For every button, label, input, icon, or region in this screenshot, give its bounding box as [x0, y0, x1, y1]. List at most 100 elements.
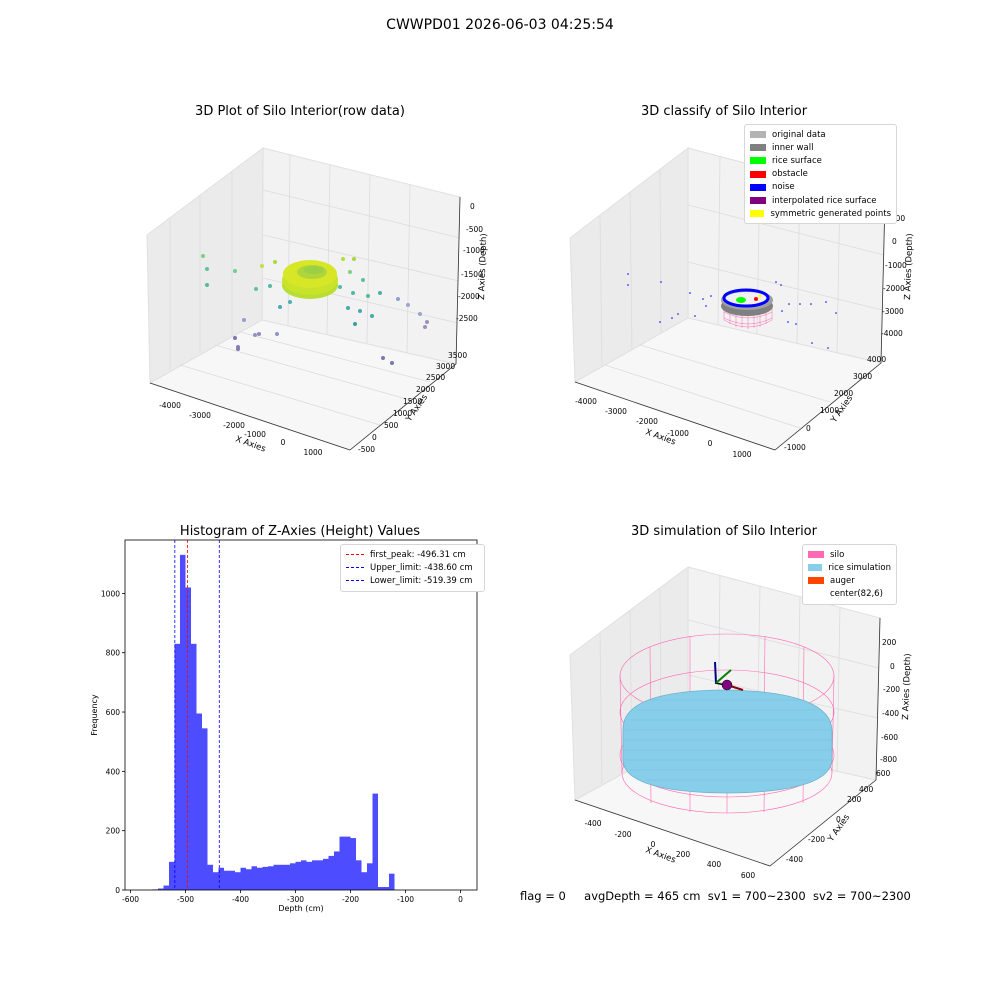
legend-item-center: center(82,6) [808, 588, 891, 601]
legend-item-symmetric: symmetric generated points [750, 207, 891, 220]
figure-title: CWWPD01 2026-06-03 04:25:54 [386, 17, 614, 33]
status-footer: flag = 0 avgDepth = 465 cm sv1 = 700~230… [520, 889, 911, 903]
legend-item-auger: auger [808, 574, 891, 587]
histogram-bar [240, 867, 246, 890]
p1-xtick: -4000 [159, 401, 181, 410]
legend-item-interpolated: interpolated rice surface [750, 194, 891, 207]
histogram-bar [163, 885, 169, 890]
histogram-ytick-label: 0 [115, 886, 120, 895]
p1-ytick: -500 [358, 445, 375, 454]
legend-line [346, 580, 364, 582]
histogram-ytick-label: 200 [106, 827, 121, 836]
histogram-bar [268, 866, 274, 890]
p2-xtick: 1000 [732, 450, 751, 459]
histogram-bar [301, 860, 307, 890]
legend-item-inner-wall: inner wall [750, 141, 891, 154]
p2-ytick: 3000 [853, 372, 872, 381]
legend-swatch [750, 210, 765, 218]
legend-swatch [750, 131, 766, 139]
histogram-bar [246, 869, 252, 890]
histogram-bar [218, 867, 224, 890]
p4-ytick: 600 [876, 769, 891, 778]
p4-ytick: 200 [847, 795, 862, 804]
p1-points [201, 254, 429, 365]
legend-swatch [808, 564, 823, 572]
p4-ytick: -400 [786, 855, 803, 864]
histogram-bar [251, 866, 257, 890]
p4-auger [714, 661, 744, 691]
histogram-bar [262, 866, 268, 890]
p1-ytick: 1000 [393, 409, 412, 418]
plot2-legend: original data inner wall rice surface ob… [744, 124, 897, 225]
plot4-legend: silo rice simulation auger center(82,6) [802, 544, 897, 605]
histogram-bar [185, 587, 191, 890]
p4-xlabel: X Axies [644, 845, 677, 865]
histogram-xtick-label: -100 [397, 895, 414, 904]
p4-xtick: 400 [707, 860, 722, 869]
histogram-xtick-label: -400 [232, 895, 249, 904]
legend-item-first-peak: first_peak: -496.31 cm [346, 548, 479, 561]
p2-xtick: -3000 [605, 407, 627, 416]
p4-ztick: 0 [890, 662, 895, 671]
sv2-text: sv2 = 700~2300 [812, 889, 911, 903]
p1-ztick: -1500 [461, 270, 483, 279]
p2-ytick: -1000 [784, 443, 806, 452]
histogram-bar [312, 860, 318, 890]
histogram-bar [273, 864, 279, 890]
histogram-legend: first_peak: -496.31 cm Upper_limit: -438… [340, 544, 485, 592]
histogram-bar [191, 643, 197, 890]
p4-xtick: 200 [676, 850, 691, 859]
legend-swatch [750, 144, 766, 152]
legend-item-obstacle: obstacle [750, 168, 891, 181]
p1-ztick: 0 [470, 202, 475, 211]
p2-zlabel: Z Axies (Depth) [903, 233, 915, 300]
histogram-bar [180, 554, 186, 890]
histogram-bar [389, 873, 395, 890]
plot1-axes: -4000 -3000 -2000 -1000 0 1000 -500 0 50… [146, 146, 489, 457]
legend-swatch [750, 183, 766, 191]
p2-xtick: -2000 [636, 417, 658, 426]
histogram-xtick-label: -500 [177, 895, 194, 904]
p1-ytick: 0 [372, 433, 377, 442]
histogram-chart: -600 -500 -400 -300 -200 -100 0 0 200 400 600 800 1… [90, 539, 478, 913]
p1-ytick: 500 [384, 421, 399, 430]
p4-ztick: -600 [881, 733, 898, 742]
histogram-bar [202, 728, 208, 890]
p1-xtick: -1000 [244, 430, 266, 439]
p4-ytick: 0 [836, 815, 841, 824]
histogram-ytick-label: 600 [106, 708, 121, 717]
histogram-bar [257, 867, 263, 890]
p1-ztick: -2000 [458, 292, 480, 301]
histogram-bar [229, 870, 235, 890]
histogram-bar [235, 872, 241, 890]
legend-swatch [750, 157, 766, 165]
p1-ytick: 2500 [426, 373, 445, 382]
histogram-bar [372, 793, 378, 890]
p1-ytick: 3000 [436, 362, 455, 371]
legend-item-noise: noise [750, 181, 891, 194]
legend-swatch [750, 170, 766, 178]
p1-xtick: 0 [281, 438, 286, 447]
histogram-bar [323, 858, 329, 890]
histogram-bar [169, 861, 175, 890]
p2-ytick: 0 [806, 424, 811, 433]
histogram-ytick-label: 400 [106, 767, 121, 776]
p4-xtick: -200 [614, 830, 631, 839]
histogram-bar [207, 864, 213, 890]
legend-item-rice-surface: rice surface [750, 154, 891, 167]
p4-ytick: -200 [808, 835, 825, 844]
histogram-bar [196, 713, 202, 890]
histogram-xtick-label: -300 [287, 895, 304, 904]
histogram-bar [174, 643, 180, 890]
p2-ztick: 0 [892, 237, 897, 246]
histogram-ytick-label: 800 [106, 649, 121, 658]
p1-xtick: -2000 [223, 421, 245, 430]
histogram-bar [383, 887, 389, 890]
histogram-bar [158, 888, 164, 890]
p2-xtick: 0 [708, 439, 713, 448]
p4-xtick: 600 [741, 871, 756, 880]
p4-zlabel: Z Axies (Depth) [901, 653, 913, 720]
histogram-bar [334, 851, 340, 890]
legend-item-upper-limit: Upper_limit: -438.60 cm [346, 561, 479, 574]
p2-ztick: -4000 [881, 329, 903, 338]
